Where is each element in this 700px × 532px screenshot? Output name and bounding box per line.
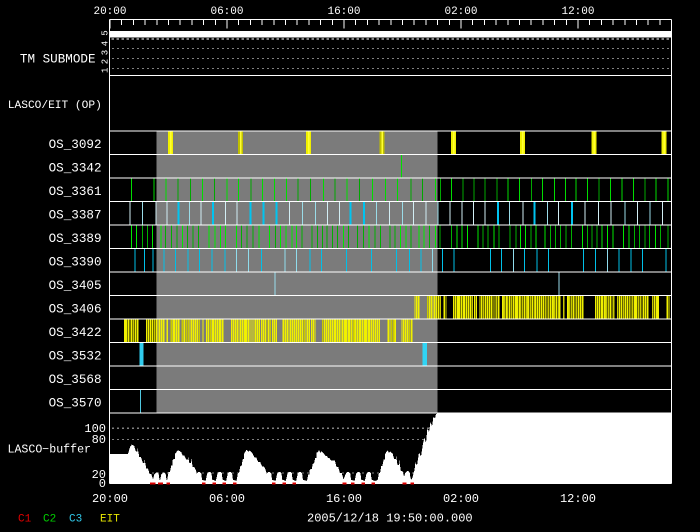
- svg-text:2: 2: [100, 59, 110, 64]
- svg-text:20:00: 20:00: [93, 6, 126, 18]
- svg-text:OS_3422: OS_3422: [49, 326, 102, 340]
- svg-text:OS_3406: OS_3406: [49, 302, 102, 316]
- svg-text:EIT: EIT: [100, 514, 120, 526]
- svg-text:OS_3389: OS_3389: [49, 232, 102, 246]
- svg-text:OS_3390: OS_3390: [49, 255, 102, 269]
- svg-text:LASCO−buffer: LASCO−buffer: [8, 444, 92, 457]
- svg-text:20: 20: [92, 468, 106, 482]
- svg-text:OS_3342: OS_3342: [49, 161, 102, 175]
- svg-text:16:00: 16:00: [326, 492, 362, 506]
- svg-text:OS_3568: OS_3568: [49, 373, 102, 387]
- svg-text:OS_3092: OS_3092: [49, 138, 102, 152]
- svg-text:5: 5: [100, 30, 110, 35]
- svg-text:C2: C2: [43, 514, 56, 526]
- svg-text:06:00: 06:00: [209, 492, 245, 506]
- svg-text:02:00: 02:00: [443, 492, 479, 506]
- svg-text:OS_3405: OS_3405: [49, 279, 102, 293]
- svg-text:06:00: 06:00: [210, 6, 243, 18]
- svg-text:C3: C3: [69, 514, 82, 526]
- svg-text:12:00: 12:00: [560, 492, 596, 506]
- svg-text:OS_3361: OS_3361: [49, 185, 102, 199]
- svg-text:80: 80: [92, 433, 106, 447]
- svg-text:2005/12/18 19:50:00.000: 2005/12/18 19:50:00.000: [307, 512, 473, 526]
- svg-text:TM SUBMODE: TM SUBMODE: [20, 52, 96, 66]
- svg-text:LASCO/EIT (OP): LASCO/EIT (OP): [8, 100, 102, 112]
- svg-text:02:00: 02:00: [444, 6, 477, 18]
- svg-text:20:00: 20:00: [92, 492, 128, 506]
- svg-text:100: 100: [84, 422, 106, 436]
- svg-text:C1: C1: [18, 514, 32, 526]
- svg-text:16:00: 16:00: [327, 6, 360, 18]
- svg-text:OS_3532: OS_3532: [49, 349, 102, 363]
- svg-text:12:00: 12:00: [561, 6, 594, 18]
- svg-text:OS_3570: OS_3570: [49, 396, 102, 410]
- svg-text:0: 0: [99, 477, 106, 491]
- svg-text:OS_3387: OS_3387: [49, 208, 102, 222]
- svg-text:1: 1: [100, 68, 110, 73]
- svg-text:3: 3: [100, 50, 110, 55]
- svg-text:4: 4: [100, 41, 110, 46]
